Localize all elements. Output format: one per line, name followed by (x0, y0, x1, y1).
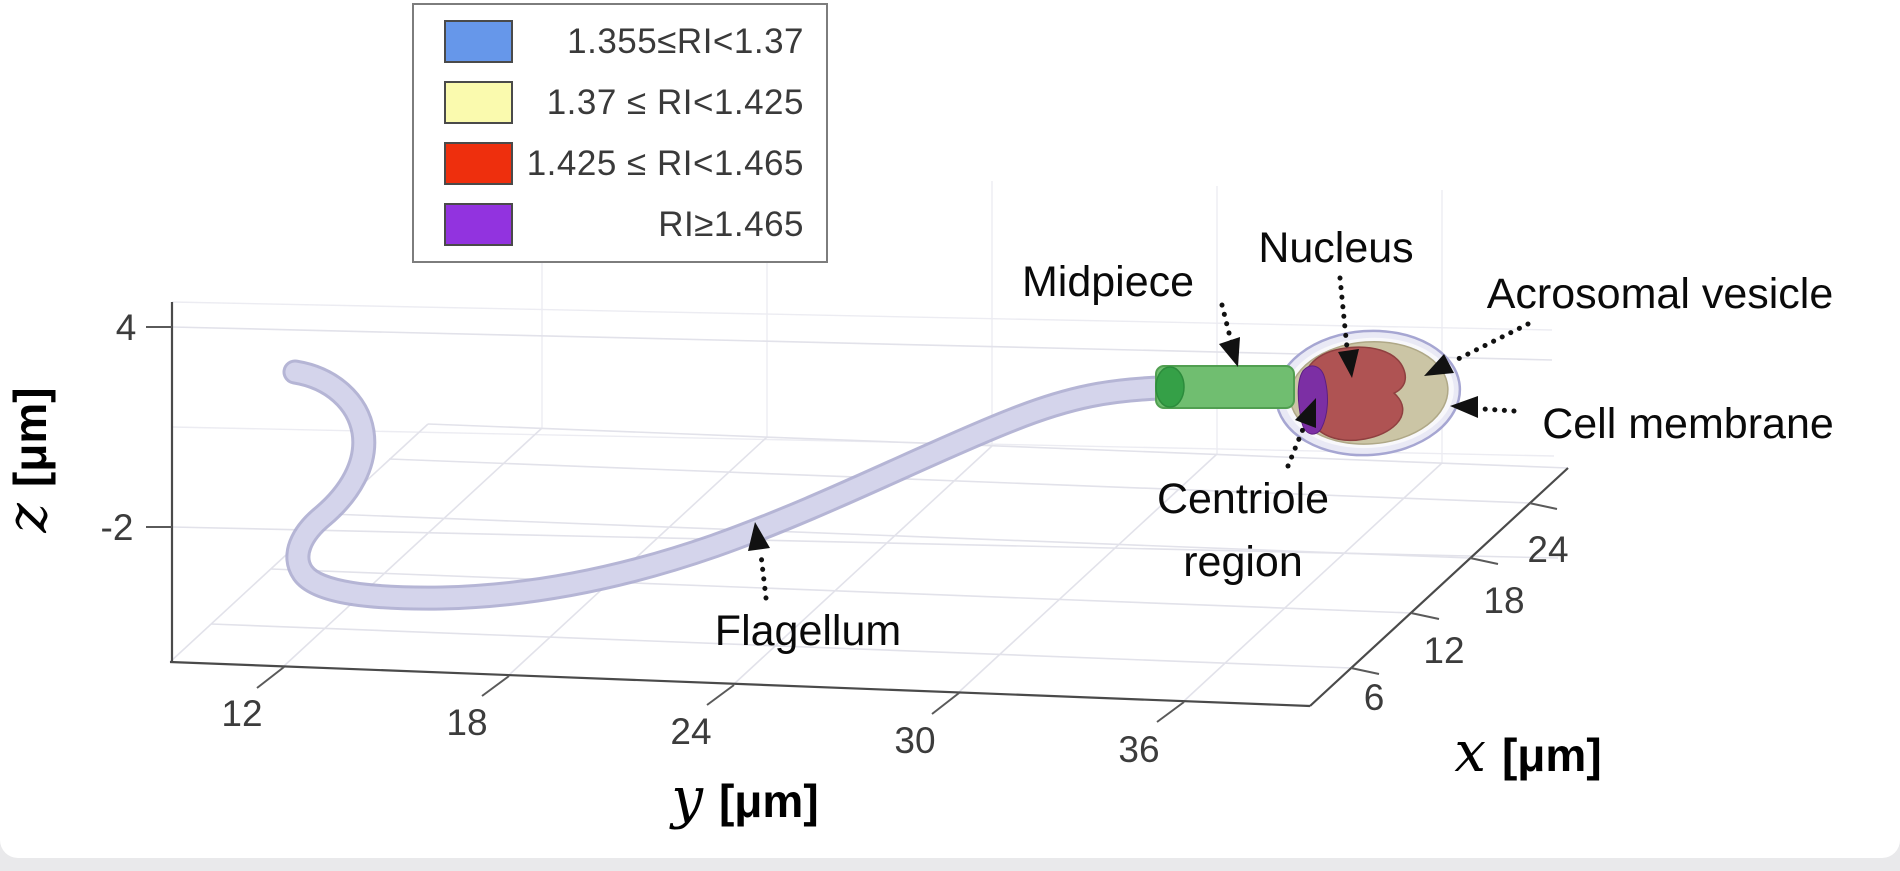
legend-label: 1.425 ≤ RI<1.465 (526, 143, 804, 183)
x-tick-6: 6 (1364, 677, 1385, 718)
legend-swatch-blue (444, 20, 513, 63)
centriole-label-line2: region (1183, 538, 1303, 586)
y-tick-30: 30 (894, 720, 935, 761)
y-tick-12: 12 (221, 693, 262, 734)
z-tick-4: 4 (116, 307, 137, 348)
z-axis-label: z[μm] (0, 387, 60, 533)
x-tick-18: 18 (1483, 580, 1524, 621)
y-tick-36: 36 (1118, 729, 1159, 770)
axes-lines (146, 302, 1569, 723)
y-tick-24: 24 (670, 711, 711, 752)
midpiece-arrow (1219, 302, 1240, 367)
x-tick-12: 12 (1423, 630, 1464, 671)
nucleus-body (1300, 346, 1407, 441)
x-tick-24: 24 (1527, 529, 1568, 570)
legend-row: 1.37 ≤ RI<1.425 (444, 81, 804, 125)
tick-labels: 4 -2 12 18 24 30 36 6 12 18 24 (101, 307, 1569, 770)
annotation-labels: Midpiece Nucleus Acrosomal vesicle Cell … (715, 224, 1834, 655)
flagellum-tube (285, 362, 1170, 608)
legend-swatch-purple (444, 203, 513, 246)
nucleus-label: Nucleus (1258, 224, 1413, 272)
centriole-label-line1: Centriole (1157, 475, 1329, 523)
x-axis-label: x [μm] (1454, 720, 1601, 785)
y-axis-label: y [μm] (668, 766, 818, 831)
midpiece-body (1155, 365, 1295, 409)
legend-label: 1.355≤RI<1.37 (567, 21, 804, 61)
grid-lines (169, 172, 1569, 702)
nucleus-arrow (1337, 275, 1359, 378)
cell-membrane-arrow (1450, 396, 1517, 418)
sperm-head (1274, 329, 1462, 457)
acrosomal-vesicle-arrow (1424, 321, 1531, 376)
z-tick-neg2: -2 (101, 507, 134, 548)
legend-label: 1.37 ≤ RI<1.425 (546, 82, 804, 122)
legend-row: 1.425 ≤ RI<1.465 (444, 142, 804, 186)
legend-label: RI≥1.465 (658, 204, 804, 244)
legend-swatch-yellow (444, 81, 513, 124)
centriole-arrow (1285, 398, 1316, 469)
y-tick-18: 18 (446, 702, 487, 743)
flagellum-label: Flagellum (715, 607, 901, 655)
sperm-cell (282, 329, 1462, 611)
annotation-arrows (748, 275, 1531, 601)
flagellum-arrow (748, 522, 770, 601)
legend-row: RI≥1.465 (444, 203, 804, 247)
cell-membrane-label: Cell membrane (1542, 400, 1834, 448)
axis-titles: y [μm] x [μm] z[μm] (0, 387, 1602, 831)
midpiece-label: Midpiece (1022, 258, 1194, 306)
midpiece-cap (1155, 366, 1185, 408)
acrosomal-vesicle-label: Acrosomal vesicle (1487, 270, 1834, 318)
y-axis-line (169, 660, 1311, 708)
ri-legend: 1.355≤RI<1.37 1.37 ≤ RI<1.425 1.425 ≤ RI… (412, 3, 828, 263)
x-axis-line (1309, 467, 1569, 707)
legend-swatch-red (444, 142, 513, 185)
legend-row: 1.355≤RI<1.37 (444, 20, 804, 64)
